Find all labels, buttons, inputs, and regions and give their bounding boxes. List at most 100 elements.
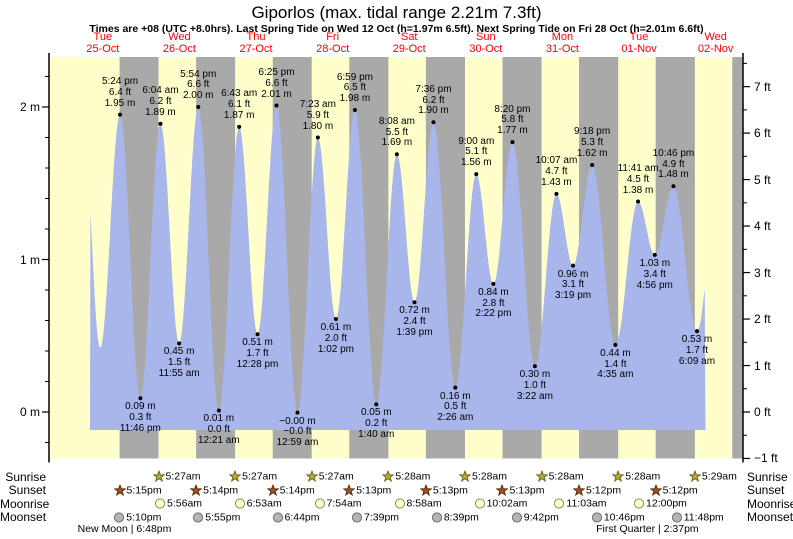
tide-extreme-dot [394,152,399,157]
sunset-time: 5:12pm [586,484,622,496]
sunrise-entry: 5:28am [612,470,660,483]
high-tide-label: 6:59 pm 6.5 ft 1.98 m [336,71,373,105]
low-tide-label: 0.61 m 2.0 ft 1:02 pm [317,321,354,355]
tide-extreme-dot [694,329,699,334]
tide-extreme-dot [554,191,559,196]
sunset-star-icon [573,484,586,496]
sunset-star-icon [649,484,662,496]
moonset-circle-icon [272,511,283,523]
moonset-time: 11:48pm [683,511,724,523]
moonset-entry: 10:46pm [591,511,645,524]
tide-extreme-dot [613,342,618,347]
tide-extreme-dot [352,108,357,113]
moonset-time: 6:44pm [284,511,320,523]
axis-tick-label-ft: 7 ft [754,79,771,94]
axis-tick-label-m: 0 m [19,405,40,419]
low-tide-label: 0.09 m 0.3 ft 11:46 pm [119,401,161,434]
low-tide-label: 0.01 m 0.0 ft 12:21 am [197,413,240,447]
moonrise-time: 10:02am [486,497,528,510]
low-tide-label: 0.72 m 2.4 ft 1:39 pm [396,305,433,338]
tide-extreme-dot [636,199,641,204]
low-tide-label: 0.51 m 1.7 ft 12:28 pm [236,337,279,370]
sunrise-entry: 5:28am [382,470,430,483]
sunrise-star-icon [152,470,165,483]
moonrise-entry: 5:56am [154,497,202,510]
row-label-sunset-right: Sunset [747,483,785,497]
moonset-entry: 5:10pm [113,511,161,524]
day-label: Wed 26-Oct [162,31,196,55]
tide-extreme-dot [431,120,436,125]
moonset-circle-icon [114,511,125,523]
high-tide-label: 7:23 am 5.9 ft 1.80 m [299,99,336,132]
tide-extreme-dot [374,402,379,407]
moonrise-time: 6:53am [246,497,282,510]
sunset-entry: 5:15pm [113,484,162,497]
sunrise-star-icon [458,470,471,483]
high-tide-label: 8:20 pm 5.8 ft 1.77 m [494,103,531,137]
sunrise-entry: 5:27am [305,470,354,483]
high-tide-label: 10:07 am 4.7 ft 1.43 m [535,155,578,189]
sunrise-star-icon [229,470,242,483]
high-tide-label: 6:43 am 6.1 ft 1.87 m [221,88,258,121]
tide-extreme-dot [138,396,143,401]
low-tide-label: 0.05 m 0.2 ft 1:40 am [358,407,395,440]
moonset-circle-icon [591,511,602,523]
sunrise-time: 5:28am [625,470,661,483]
row-label-sunrise-left: Sunrise [5,469,46,484]
row-label-sunset-left: Sunset [8,483,46,497]
tide-extreme-dot [118,112,123,117]
sunrise-time: 5:27am [165,470,201,483]
tide-extreme-dot [295,410,300,415]
tide-extreme-dot [510,140,515,145]
axis-tick-label-ft: 2 ft [754,312,771,327]
sunrise-star-icon [382,470,395,483]
sunset-time: 5:14pm [203,484,239,496]
tide-extreme-dot [158,121,163,126]
day-label: Fri 28-Oct [316,31,350,55]
axis-tick-label-ft: 6 ft [754,126,771,141]
sunrise-star-icon [612,470,625,483]
sunset-time: 5:13pm [509,484,545,496]
day-label: Sat 29-Oct [392,31,426,55]
moonset-circle-icon [511,511,522,523]
moonset-circle-icon [431,511,442,523]
moonrise-time: 8:58am [406,497,442,510]
high-tide-label: 9:18 pm 5.3 ft 1.62 m [574,126,611,160]
high-tide-label: 5:54 pm 6.6 ft 2.00 m [180,68,217,102]
moonrise-entry: 6:53am [234,497,282,510]
sunset-entry: 5:13pm [419,484,468,497]
tide-extreme-dot [255,332,260,337]
low-tide-label: 0.45 m 1.5 ft 11:55 am [158,346,200,379]
moonrise-circle-icon [554,498,565,509]
row-label-moonset-right: Moonset [747,510,793,524]
axis-tick-label-ft: 0 ft [754,405,771,419]
moonrise-time: 11:03am [566,497,607,510]
tide-extreme-dot [177,341,182,346]
moonset-time: 9:42pm [523,511,559,523]
sunset-star-icon [343,484,356,496]
axis-tick-label-m: 2 m [19,100,40,114]
tide-extreme-dot [216,408,221,413]
moonrise-circle-icon [633,498,645,509]
sunrise-time: 5:28am [395,470,431,483]
sunset-star-icon [496,484,509,496]
sunset-time: 5:13pm [356,484,392,496]
moonset-circle-icon [671,511,682,523]
day-label: Tue 25-Oct [86,31,120,55]
moonrise-circle-icon [234,498,245,509]
sunrise-star-icon [535,470,548,483]
sunrise-star-icon [305,470,318,483]
moonset-time: 5:55pm [205,511,241,523]
sunset-entry: 5:14pm [266,484,315,497]
tide-extreme-dot [196,105,201,109]
moonset-circle-icon [193,511,204,523]
sunrise-time: 5:29am [701,470,737,483]
moonrise-entry: 8:58am [394,497,442,510]
moon-phase-label: New Moon | 6:48pm [77,523,172,535]
chart-title: Giporlos (max. tidal range 2.21m 7.3ft) [251,3,542,22]
high-tide-label: 6:25 pm 6.6 ft 2.01 m [258,66,295,100]
sunrise-time: 5:28am [548,470,584,483]
